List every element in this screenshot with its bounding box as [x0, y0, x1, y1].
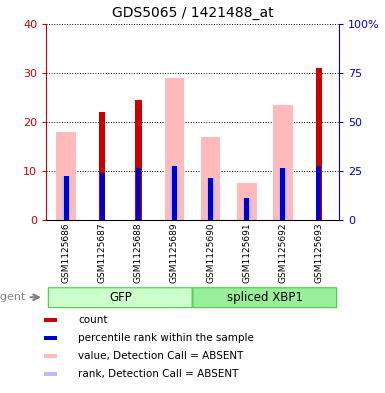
FancyBboxPatch shape — [193, 288, 336, 308]
Bar — [64, 176, 69, 220]
Text: count: count — [78, 315, 108, 325]
Bar — [62, 176, 70, 220]
Text: rank, Detection Call = ABSENT: rank, Detection Call = ABSENT — [78, 369, 239, 379]
Bar — [44, 318, 57, 322]
Text: GFP: GFP — [109, 291, 132, 304]
Bar — [164, 78, 184, 220]
Bar — [316, 166, 321, 220]
Bar — [44, 354, 57, 358]
Title: GDS5065 / 1421488_at: GDS5065 / 1421488_at — [112, 6, 273, 20]
Bar — [237, 183, 257, 220]
FancyBboxPatch shape — [49, 288, 192, 308]
Bar — [279, 169, 287, 220]
Bar — [171, 166, 178, 220]
Bar — [56, 132, 76, 220]
Bar — [201, 136, 221, 220]
Bar — [244, 198, 249, 220]
Bar — [44, 372, 57, 376]
Bar — [44, 336, 57, 340]
Bar — [99, 112, 105, 220]
Bar — [136, 169, 141, 220]
Text: spliced XBP1: spliced XBP1 — [227, 291, 303, 304]
Bar — [135, 100, 142, 220]
Text: value, Detection Call = ABSENT: value, Detection Call = ABSENT — [78, 351, 244, 361]
Bar — [273, 105, 293, 220]
Bar — [172, 166, 177, 220]
Bar — [208, 178, 213, 220]
Bar — [280, 169, 285, 220]
Bar — [207, 178, 214, 220]
Bar — [100, 173, 105, 220]
Text: percentile rank within the sample: percentile rank within the sample — [78, 333, 254, 343]
Text: agent: agent — [0, 292, 25, 302]
Bar — [316, 68, 322, 220]
Bar — [243, 198, 251, 220]
